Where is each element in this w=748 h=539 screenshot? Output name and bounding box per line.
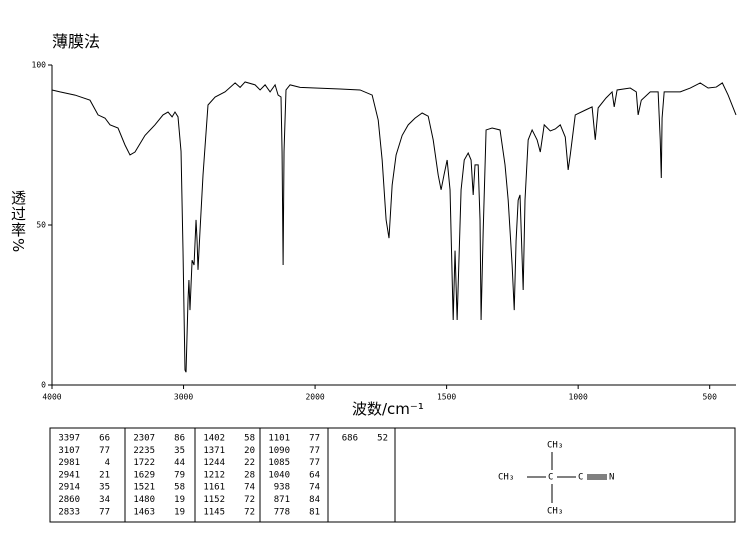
y-tick-label: 0: [41, 381, 46, 390]
x-axis-label: 波数/cm⁻¹: [352, 400, 424, 418]
peak-wavenumber: 2860: [58, 495, 80, 505]
peak-wavenumber: 2914: [58, 483, 80, 493]
peak-wavenumber: 1101: [268, 434, 290, 444]
peak-transmittance: 74: [309, 483, 320, 493]
peak-transmittance: 34: [99, 495, 110, 505]
peak-wavenumber: 1722: [133, 458, 155, 468]
peak-wavenumber: 2981: [58, 458, 80, 468]
peak-wavenumber: 778: [274, 507, 290, 517]
peak-wavenumber: 3107: [58, 446, 80, 456]
table-frame: [49, 427, 736, 523]
peak-transmittance: 81: [309, 507, 320, 517]
peak-transmittance: 66: [99, 434, 110, 444]
peak-wavenumber: 1145: [203, 507, 225, 517]
x-tick-label: 1000: [569, 393, 588, 402]
x-tick-label: 1500: [437, 393, 456, 402]
peak-wavenumber: 1402: [203, 434, 225, 444]
peak-wavenumber: 2941: [58, 470, 80, 480]
peak-wavenumber: 2235: [133, 446, 155, 456]
peak-wavenumber: 938: [274, 483, 290, 493]
peak-transmittance: 64: [309, 470, 320, 480]
peak-wavenumber: 871: [274, 495, 290, 505]
peak-transmittance: 44: [174, 458, 185, 468]
peak-transmittance: 77: [99, 446, 110, 456]
peak-transmittance: 58: [244, 434, 255, 444]
peak-wavenumber: 1152: [203, 495, 225, 505]
peak-wavenumber: 2307: [133, 434, 155, 444]
peak-wavenumber: 1244: [203, 458, 225, 468]
peak-wavenumber: 1040: [268, 470, 290, 480]
chart-title: 薄膜法: [52, 32, 101, 51]
peak-transmittance: 35: [99, 483, 110, 493]
peak-transmittance: 35: [174, 446, 185, 456]
peak-transmittance: 77: [99, 507, 110, 517]
atom-label: CH₃: [498, 473, 514, 483]
peak-transmittance: 28: [244, 470, 255, 480]
peak-wavenumber: 1480: [133, 495, 155, 505]
peak-transmittance: 58: [174, 483, 185, 493]
peak-transmittance: 4: [105, 458, 110, 468]
peak-wavenumber: 1629: [133, 470, 155, 480]
atom-label: CH₃: [547, 507, 563, 517]
structure: CH₃ CH₃ C C N CH₃: [498, 441, 614, 517]
peak-wavenumber: 1463: [133, 507, 155, 517]
x-tick-label: 500: [702, 393, 717, 402]
peak-wavenumber: 3397: [58, 434, 80, 444]
peak-transmittance: 79: [174, 470, 185, 480]
peak-wavenumber: 1521: [133, 483, 155, 493]
peak-transmittance: 22: [244, 458, 255, 468]
peak-wavenumber: 1371: [203, 446, 225, 456]
peak-transmittance: 72: [244, 507, 255, 517]
peak-wavenumber: 1212: [203, 470, 225, 480]
atom-label: C: [548, 473, 553, 483]
y-tick-label: 50: [36, 221, 46, 230]
peak-transmittance: 21: [99, 470, 110, 480]
spectrum-line: [51, 81, 737, 373]
x-tick-label: 3000: [174, 393, 193, 402]
peak-wavenumber: 1090: [268, 446, 290, 456]
peak-transmittance: 20: [244, 446, 255, 456]
atom-label: C: [578, 473, 583, 483]
peak-transmittance: 77: [309, 434, 320, 444]
x-tick-label: 4000: [42, 393, 61, 402]
peak-transmittance: 52: [377, 434, 388, 444]
y-axis-label: 透过率%: [9, 190, 27, 254]
peak-wavenumber: 1161: [203, 483, 225, 493]
peak-wavenumber: 1085: [268, 458, 290, 468]
peak-transmittance: 77: [309, 446, 320, 456]
peak-transmittance: 72: [244, 495, 255, 505]
atom-label: N: [609, 473, 614, 483]
peak-transmittance: 19: [174, 507, 185, 517]
x-tick-label: 2000: [305, 393, 324, 402]
peak-wavenumber: 2833: [58, 507, 80, 517]
atom-label: CH₃: [547, 441, 563, 451]
peak-transmittance: 74: [244, 483, 255, 493]
y-tick-label: 100: [32, 61, 47, 70]
peak-transmittance: 84: [309, 495, 320, 505]
peak-transmittance: 19: [174, 495, 185, 505]
peak-transmittance: 86: [174, 434, 185, 444]
peak-transmittance: 77: [309, 458, 320, 468]
peak-wavenumber: 686: [342, 434, 358, 444]
